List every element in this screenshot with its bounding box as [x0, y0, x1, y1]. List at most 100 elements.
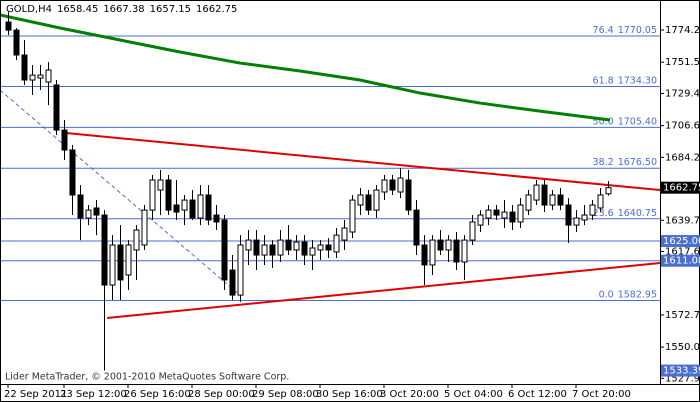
- candle-body: [253, 239, 260, 256]
- candle-body: [13, 29, 20, 56]
- fibo-price: 1734.30: [618, 75, 657, 86]
- fibo-level: 61.8: [593, 75, 614, 86]
- candle-body: [325, 244, 332, 251]
- trendline: [107, 261, 660, 319]
- candle-body: [85, 209, 92, 219]
- fibo-label: 38.2 1676.50: [593, 157, 657, 168]
- candle-body: [229, 269, 236, 296]
- level-box: [661, 235, 700, 248]
- candle-body: [93, 207, 100, 216]
- candle-body: [485, 209, 492, 219]
- fibo-level: 76.4: [593, 24, 614, 35]
- header: GOLD,H4 1658.45 1667.38 1657.15 1662.75: [6, 4, 237, 15]
- last-price-label: 1662.75: [663, 183, 700, 194]
- header-close: 1662.75: [196, 4, 237, 15]
- candle-body: [477, 214, 484, 226]
- moving-average: [0, 13, 611, 122]
- fibo-label: 0.0 1582.95: [599, 289, 657, 300]
- x-tick-label: 7 Oct 20:00: [572, 389, 631, 400]
- x-tick-label: 30 Sep 16:00: [316, 389, 383, 400]
- candle-body: [469, 221, 476, 241]
- candle-body: [261, 244, 268, 256]
- y-tick-label: 1572.75: [665, 310, 700, 321]
- candle-body: [397, 177, 404, 193]
- candle-body: [421, 244, 428, 266]
- candle-body: [125, 244, 132, 276]
- x-tick-label: 5 Oct 04:00: [444, 389, 503, 400]
- candle-body: [101, 214, 108, 286]
- level-label: 1611.08: [663, 256, 700, 267]
- y-tick-label: 1617.60: [665, 247, 700, 258]
- y-tick-label: 1684.25: [665, 152, 700, 163]
- x-tick-label: 6 Oct 12:00: [508, 389, 567, 400]
- candle-body: [525, 194, 532, 211]
- candle-body: [317, 244, 324, 251]
- candle-body: [29, 74, 36, 81]
- candle-body: [341, 227, 348, 241]
- candle-body: [373, 189, 380, 211]
- y-tick-label: 1751.50: [665, 57, 700, 68]
- candle-body: [277, 239, 284, 256]
- candle-body: [389, 179, 396, 191]
- candle-body: [357, 194, 364, 206]
- candle-body: [541, 184, 548, 206]
- fibo-level: 0.0: [599, 289, 614, 300]
- symbol: GOLD,H4: [6, 4, 52, 15]
- candle-body: [285, 239, 292, 251]
- y-tick-label: 1729.40: [665, 88, 700, 99]
- candle-body: [205, 194, 212, 221]
- candle-body: [381, 179, 388, 193]
- candle-body: [445, 239, 452, 251]
- y-tick-label: 1639.70: [665, 215, 700, 226]
- candle-body: [61, 129, 68, 151]
- last-price-box: [661, 181, 700, 194]
- candle-body: [5, 21, 12, 31]
- candle-body: [565, 204, 572, 226]
- candle-body: [493, 209, 500, 216]
- x-tick-label: 28 Sep 00:00: [188, 389, 255, 400]
- fibo-level: 23.6: [593, 207, 614, 218]
- y-tick-label: 1706.65: [665, 121, 700, 132]
- candle-body: [45, 69, 52, 83]
- low-marker-label: 1533.39: [663, 366, 700, 377]
- header-low: 1657.15: [150, 4, 191, 15]
- candle-body: [349, 199, 356, 233]
- trendline: [65, 132, 660, 192]
- fibo-label: 76.4 1770.05: [593, 24, 657, 35]
- y-tick-label: 1774.25: [665, 25, 700, 36]
- candle-body: [557, 194, 564, 206]
- x-tick-label: 22 Sep 2011: [4, 389, 67, 400]
- x-tick-label: 23 Sep 12:00: [60, 389, 127, 400]
- low-marker-box: [661, 364, 700, 377]
- plot-area: 76.4 1770.05 61.8 1734.30 50.0 1705.40 38.2 167…: [0, 12, 660, 371]
- candle-body: [589, 204, 596, 216]
- candle-body: [437, 239, 444, 251]
- header-high: 1667.38: [103, 4, 144, 15]
- copyright: Lider MetaTrader, © 2001-2010 MetaQuotes…: [5, 372, 289, 383]
- candle-body: [181, 199, 188, 211]
- fibo-price: 1582.95: [618, 289, 657, 300]
- candle-body: [581, 214, 588, 221]
- level-label: 1625.00: [663, 236, 700, 247]
- candle-body: [37, 74, 44, 79]
- trendline: [0, 89, 241, 296]
- candle-body: [69, 149, 76, 196]
- candle-body: [269, 244, 276, 256]
- axes: 1774.25 1751.50 1729.40 1706.65 1684.25 1639.…: [4, 25, 700, 400]
- candle-body: [509, 211, 516, 223]
- candle-body: [549, 194, 556, 206]
- candle-body: [213, 214, 220, 223]
- candle-body: [573, 217, 580, 226]
- candle-body: [605, 187, 612, 195]
- x-tick-label: 26 Sep 16:00: [124, 389, 191, 400]
- y-tick-label: 1527.90: [665, 373, 700, 384]
- fibo-label: 61.8 1734.30: [593, 75, 657, 86]
- fibo-label: 23.6 1640.75: [593, 207, 657, 218]
- candle-body: [21, 54, 28, 81]
- candle-body: [333, 234, 340, 253]
- x-tick-label: 3 Oct 20:00: [380, 389, 439, 400]
- candle-body: [301, 241, 308, 256]
- candle-body: [533, 184, 540, 201]
